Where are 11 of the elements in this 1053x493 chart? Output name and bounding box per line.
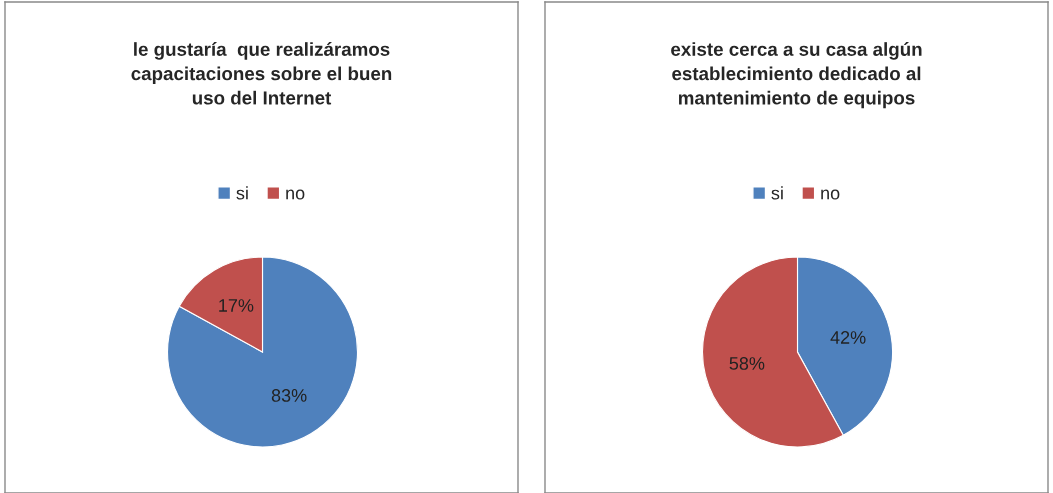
chart-title: le gustaría que realizáramos capacitaciones sobre el buen uso del Internet: [131, 42, 392, 105]
data-label: 58%: [729, 357, 765, 370]
legend-label: si: [236, 186, 248, 200]
legend-label: no: [286, 189, 305, 200]
legend-label: no: [821, 189, 840, 200]
data-label: 42%: [830, 331, 866, 344]
data-label: 17%: [219, 299, 254, 312]
data-label: 83%: [271, 389, 307, 402]
pie-slice: [166, 256, 359, 448]
legend-label: si: [771, 186, 783, 200]
chart-title: existe cerca a su casa algún establecimiento dedicado al mantenimiento de equipos: [671, 42, 922, 109]
